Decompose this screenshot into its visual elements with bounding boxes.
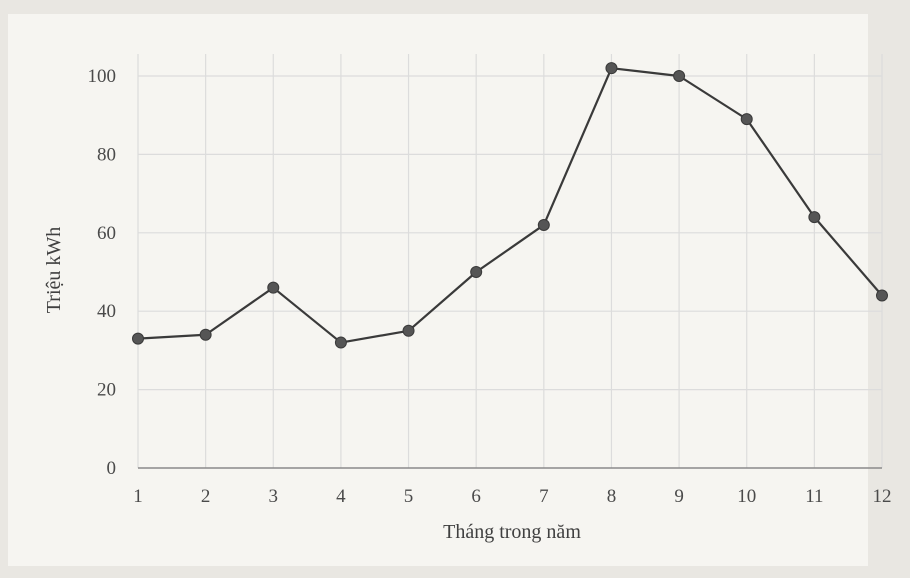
series-group [132,62,888,349]
data-point [334,336,347,349]
x-tick-label: 7 [539,486,549,507]
x-tick-label: 5 [404,486,414,507]
x-tick-label: 12 [873,486,892,507]
y-tick-label: 80 [97,144,116,165]
y-tick-label: 0 [107,458,117,479]
data-point [537,218,550,231]
y-tick-label: 60 [97,223,116,244]
data-point [267,281,280,294]
x-tick-label: 1 [133,486,143,507]
data-point [605,62,618,75]
x-tick-label: 3 [269,486,279,507]
data-point [132,332,144,345]
data-point [673,70,686,82]
data-point [876,289,888,302]
y-tick-label: 100 [88,66,117,87]
x-tick-label: 10 [737,486,756,507]
x-axis-title: Tháng trong năm [443,521,581,543]
data-point [199,328,212,341]
x-tick-labels: 1 2 3 4 5 6 7 8 9 10 11 12 [133,486,891,507]
data-point [470,266,483,278]
x-tick-label: 11 [805,486,823,507]
series-line [137,67,883,344]
x-tick-label: 8 [607,486,617,507]
y-tick-label: 40 [97,301,116,322]
data-point [740,113,753,126]
y-tick-label: 20 [97,380,116,401]
x-tick-label: 9 [674,486,684,507]
x-tick-label: 6 [471,486,481,507]
grid-lines [137,54,883,468]
y-axis-title: Triệu kWh [43,227,65,313]
x-tick-label: 4 [336,486,346,507]
data-point [808,211,821,224]
data-point [402,324,415,337]
y-tick-labels: 0 20 40 60 80 100 [88,66,117,479]
x-tick-label: 2 [201,486,211,507]
